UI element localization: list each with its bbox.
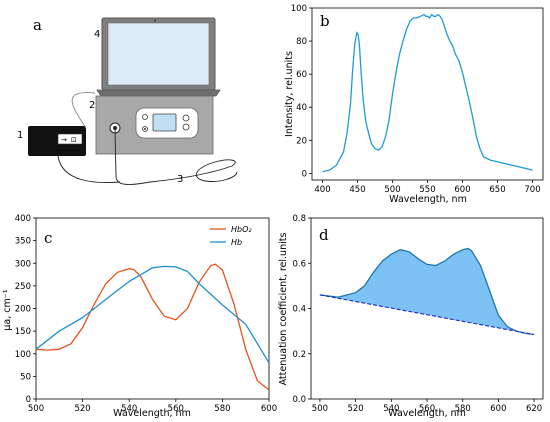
panel-c-xtick-label: 520 (74, 404, 90, 414)
panel-letter-d: d (319, 226, 329, 244)
panel-c-xtick-label: 540 (121, 404, 137, 414)
panel-b-xlabel: Wavelength, nm (389, 194, 467, 205)
panel-b-ytick-label: 100 (291, 4, 307, 14)
panel-b-ylabel: Intensity, rel.units (284, 51, 295, 137)
panel-c-ytick-label: 50 (20, 372, 31, 382)
panel-b-ytick-label: 0 (302, 169, 307, 179)
panel-d-baseline (319, 294, 535, 336)
panel-b-xtick-label: 650 (489, 185, 505, 195)
panel-d-series-line (319, 247, 535, 336)
panel-c-series-hb-line (35, 265, 270, 364)
panel-c-xtick-label: 580 (214, 404, 230, 414)
panel-d-xtick-label: 500 (312, 404, 328, 414)
label-2: 2 (89, 100, 95, 111)
spectrometer-device-icon (95, 95, 214, 155)
panel-d-xtick-label: 600 (490, 404, 506, 414)
panel-b-ytick-label: 20 (296, 136, 307, 146)
panel-c-series-hbo2-line (35, 263, 270, 391)
panel-b-chart: b 400 450 500 550 600 650 700 0 20 40 60 80 100 Wave… (284, 4, 544, 205)
panel-b-ytick-label: 80 (296, 37, 307, 47)
panel-d-xtick-label: 580 (455, 404, 471, 414)
panel-d-xtick-label: 540 (383, 404, 399, 414)
panel-c-ytick-label: 300 (15, 259, 31, 269)
panel-c-ytick-label: 400 (15, 214, 31, 224)
panel-d-ytick-label: 0.4 (292, 305, 306, 315)
panel-letter-b: b (320, 12, 330, 30)
panel-c-xtick-label: 500 (28, 404, 44, 414)
svg-text:⊡: ⊡ (71, 136, 77, 144)
panel-d-xtick-label: 520 (347, 404, 363, 414)
label-1: 1 (17, 130, 23, 141)
panel-letter-a: a (33, 16, 42, 34)
panel-c-legend: HbO₂ Hb (210, 225, 252, 247)
panel-c-ytick-label: 200 (15, 305, 31, 315)
panel-d-ytick-label: 0.2 (292, 350, 306, 360)
laptop-icon (96, 17, 221, 97)
fiber-cable (114, 127, 238, 185)
label-3: 3 (177, 174, 183, 185)
panel-b-ytick-label: 60 (296, 70, 307, 80)
panel-c-xlabel: Wavelength, nm (113, 408, 191, 419)
panel-c-ylabel: μa, cm⁻¹ (2, 289, 13, 330)
panel-d-ylabel: Attenuation coefficient, rel.units (278, 233, 289, 386)
panel-d-xtick-label: 620 (526, 404, 542, 414)
legend-hbo2: HbO₂ (231, 225, 252, 234)
panel-d-xtick-label: 560 (419, 404, 435, 414)
panel-c-chart: c 500 520 540 560 580 600 0 50 100 150 200 250 300 35… (2, 214, 277, 419)
panel-d-ytick-label: 0.8 (292, 214, 306, 224)
panel-d-chart: d 500 520 540 560 580 600 620 0.0 0.2 0.4 0.6 0.8 W… (278, 214, 544, 419)
panel-b-ytick-label: 40 (296, 103, 307, 113)
panel-d-xlabel: Wavelength, nm (388, 408, 466, 419)
panel-c-xtick-label: 600 (261, 404, 277, 414)
panel-b-xtick-label: 450 (349, 185, 365, 195)
panel-c-xtick-label: 560 (168, 404, 184, 414)
panel-c-ytick-label: 350 (15, 237, 31, 247)
panel-c-ytick-label: 100 (15, 350, 31, 360)
panel-b-series-line (322, 13, 533, 173)
label-4: 4 (94, 29, 100, 40)
panel-d-ytick-label: 0.0 (292, 395, 306, 405)
panel-b-xtick-label: 400 (314, 185, 330, 195)
panel-d-ytick-label: 0.6 (292, 259, 306, 269)
panel-b-xtick-label: 700 (524, 185, 540, 195)
panel-b-frame (311, 7, 544, 181)
panel-c-ytick-label: 0 (26, 395, 31, 405)
panel-b-xtick-label: 600 (454, 185, 470, 195)
panel-d-area-fill (319, 248, 535, 335)
usb-cable (71, 92, 96, 129)
panel-b-xtick-label: 550 (419, 185, 435, 195)
legend-hb: Hb (231, 238, 242, 247)
light-source-icon: → ⊡ (28, 126, 86, 156)
panel-c-ytick-label: 150 (15, 327, 31, 337)
svg-text:→: → (61, 136, 67, 144)
panel-a-diagram: a → ⊡ (17, 16, 238, 185)
panel-b-xtick-label: 500 (384, 185, 400, 195)
source-fiber (57, 155, 121, 184)
panel-letter-c: c (44, 229, 52, 247)
panel-c-ytick-label: 250 (15, 282, 31, 292)
